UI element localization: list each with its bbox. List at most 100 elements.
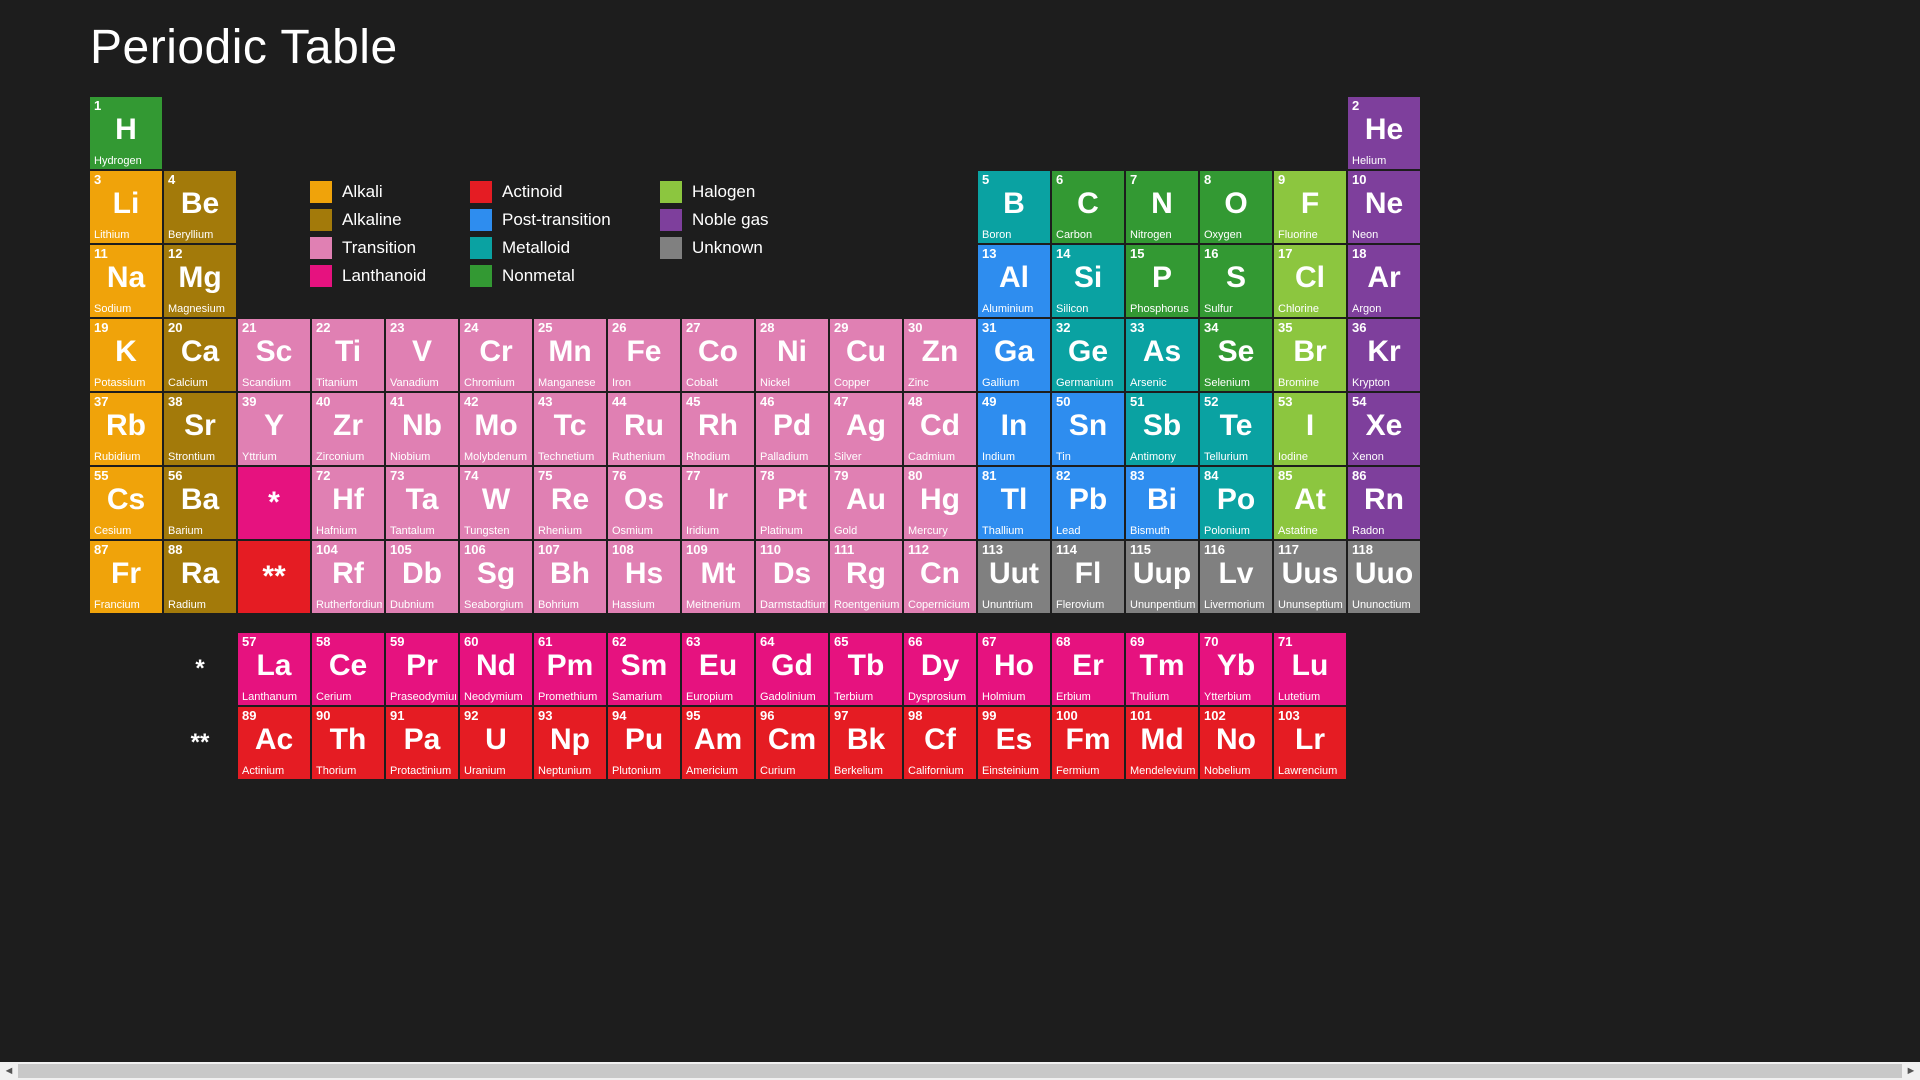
element-C[interactable]: 6CCarbon xyxy=(1052,171,1124,243)
element-Ce[interactable]: 58CeCerium xyxy=(312,633,384,705)
element-H[interactable]: 1HHydrogen xyxy=(90,97,162,169)
element-No[interactable]: 102NoNobelium xyxy=(1200,707,1272,779)
element-Pr[interactable]: 59PrPraseodymium xyxy=(386,633,458,705)
element-Fm[interactable]: 100FmFermium xyxy=(1052,707,1124,779)
element-Dy[interactable]: 66DyDysprosium xyxy=(904,633,976,705)
scroll-left-button[interactable]: ◄ xyxy=(0,1062,18,1080)
element-Mn[interactable]: 25MnManganese xyxy=(534,319,606,391)
element-Md[interactable]: 101MdMendelevium xyxy=(1126,707,1198,779)
element-Fe[interactable]: 26FeIron xyxy=(608,319,680,391)
element-Tb[interactable]: 65TbTerbium xyxy=(830,633,902,705)
element-Kr[interactable]: 36KrKrypton xyxy=(1348,319,1420,391)
horizontal-scrollbar[interactable]: ◄ ► xyxy=(0,1062,1920,1080)
element-O[interactable]: 8OOxygen xyxy=(1200,171,1272,243)
element-Zr[interactable]: 40ZrZirconium xyxy=(312,393,384,465)
element-Rg[interactable]: 111RgRoentgenium xyxy=(830,541,902,613)
element-Rf[interactable]: 104RfRutherfordium xyxy=(312,541,384,613)
element-Ge[interactable]: 32GeGermanium xyxy=(1052,319,1124,391)
element-P[interactable]: 15PPhosphorus xyxy=(1126,245,1198,317)
element-Pd[interactable]: 46PdPalladium xyxy=(756,393,828,465)
element-Ca[interactable]: 20CaCalcium xyxy=(164,319,236,391)
element-La[interactable]: 57LaLanthanum xyxy=(238,633,310,705)
element-Sr[interactable]: 38SrStrontium xyxy=(164,393,236,465)
element-Pu[interactable]: 94PuPlutonium xyxy=(608,707,680,779)
element-Pm[interactable]: 61PmPromethium xyxy=(534,633,606,705)
element-I[interactable]: 53IIodine xyxy=(1274,393,1346,465)
element-Tc[interactable]: 43TcTechnetium xyxy=(534,393,606,465)
element-Gd[interactable]: 64GdGadolinium xyxy=(756,633,828,705)
scrollbar-track[interactable] xyxy=(18,1062,1902,1080)
element-Sm[interactable]: 62SmSamarium xyxy=(608,633,680,705)
element-He[interactable]: 2HeHelium xyxy=(1348,97,1420,169)
element-Eu[interactable]: 63EuEuropium xyxy=(682,633,754,705)
element-Pt[interactable]: 78PtPlatinum xyxy=(756,467,828,539)
element-Bi[interactable]: 83BiBismuth xyxy=(1126,467,1198,539)
element-Fl[interactable]: 114FlFlerovium xyxy=(1052,541,1124,613)
element-Se[interactable]: 34SeSelenium xyxy=(1200,319,1272,391)
element-K[interactable]: 19KPotassium xyxy=(90,319,162,391)
element-Rn[interactable]: 86RnRadon xyxy=(1348,467,1420,539)
element-Th[interactable]: 90ThThorium xyxy=(312,707,384,779)
element-B[interactable]: 5BBoron xyxy=(978,171,1050,243)
element-Xe[interactable]: 54XeXenon xyxy=(1348,393,1420,465)
scroll-right-button[interactable]: ► xyxy=(1902,1062,1920,1080)
element-Pa[interactable]: 91PaProtactinium xyxy=(386,707,458,779)
element-S[interactable]: 16SSulfur xyxy=(1200,245,1272,317)
element-Ag[interactable]: 47AgSilver xyxy=(830,393,902,465)
element-Tm[interactable]: 69TmThulium xyxy=(1126,633,1198,705)
element-Be[interactable]: 4BeBeryllium xyxy=(164,171,236,243)
element-Os[interactable]: 76OsOsmium xyxy=(608,467,680,539)
element-W[interactable]: 74WTungsten xyxy=(460,467,532,539)
element-Co[interactable]: 27CoCobalt xyxy=(682,319,754,391)
placeholder-star[interactable]: * xyxy=(238,467,310,539)
element-Al[interactable]: 13AlAluminium xyxy=(978,245,1050,317)
element-Ra[interactable]: 88RaRadium xyxy=(164,541,236,613)
element-Uut[interactable]: 113UutUnuntrium xyxy=(978,541,1050,613)
element-Bh[interactable]: 107BhBohrium xyxy=(534,541,606,613)
element-Ds[interactable]: 110DsDarmstadtium xyxy=(756,541,828,613)
element-Br[interactable]: 35BrBromine xyxy=(1274,319,1346,391)
element-Ho[interactable]: 67HoHolmium xyxy=(978,633,1050,705)
element-Am[interactable]: 95AmAmericium xyxy=(682,707,754,779)
element-Fr[interactable]: 87FrFrancium xyxy=(90,541,162,613)
element-Pb[interactable]: 82PbLead xyxy=(1052,467,1124,539)
element-Rh[interactable]: 45RhRhodium xyxy=(682,393,754,465)
element-Po[interactable]: 84PoPolonium xyxy=(1200,467,1272,539)
element-Zn[interactable]: 30ZnZinc xyxy=(904,319,976,391)
element-Ga[interactable]: 31GaGallium xyxy=(978,319,1050,391)
element-Cu[interactable]: 29CuCopper xyxy=(830,319,902,391)
element-U[interactable]: 92UUranium xyxy=(460,707,532,779)
element-Cr[interactable]: 24CrChromium xyxy=(460,319,532,391)
element-Au[interactable]: 79AuGold xyxy=(830,467,902,539)
element-Sc[interactable]: 21ScScandium xyxy=(238,319,310,391)
element-Uup[interactable]: 115UupUnunpentium xyxy=(1126,541,1198,613)
element-Cm[interactable]: 96CmCurium xyxy=(756,707,828,779)
element-In[interactable]: 49InIndium xyxy=(978,393,1050,465)
element-Es[interactable]: 99EsEinsteinium xyxy=(978,707,1050,779)
element-Si[interactable]: 14SiSilicon xyxy=(1052,245,1124,317)
element-Rb[interactable]: 37RbRubidium xyxy=(90,393,162,465)
element-Hf[interactable]: 72HfHafnium xyxy=(312,467,384,539)
element-As[interactable]: 33AsArsenic xyxy=(1126,319,1198,391)
element-Ba[interactable]: 56BaBarium xyxy=(164,467,236,539)
element-Uuo[interactable]: 118UuoUnunoctium xyxy=(1348,541,1420,613)
element-Sg[interactable]: 106SgSeaborgium xyxy=(460,541,532,613)
element-Ta[interactable]: 73TaTantalum xyxy=(386,467,458,539)
element-Yb[interactable]: 70YbYtterbium xyxy=(1200,633,1272,705)
element-Ni[interactable]: 28NiNickel xyxy=(756,319,828,391)
element-Ne[interactable]: 10NeNeon xyxy=(1348,171,1420,243)
element-Cl[interactable]: 17ClChlorine xyxy=(1274,245,1346,317)
element-Sb[interactable]: 51SbAntimony xyxy=(1126,393,1198,465)
element-Ti[interactable]: 22TiTitanium xyxy=(312,319,384,391)
element-Ru[interactable]: 44RuRuthenium xyxy=(608,393,680,465)
element-Ir[interactable]: 77IrIridium xyxy=(682,467,754,539)
element-Db[interactable]: 105DbDubnium xyxy=(386,541,458,613)
element-Uus[interactable]: 117UusUnunseptium xyxy=(1274,541,1346,613)
element-Mg[interactable]: 12MgMagnesium xyxy=(164,245,236,317)
element-V[interactable]: 23VVanadium xyxy=(386,319,458,391)
element-Ac[interactable]: 89AcActinium xyxy=(238,707,310,779)
element-Lu[interactable]: 71LuLutetium xyxy=(1274,633,1346,705)
element-Y[interactable]: 39YYttrium xyxy=(238,393,310,465)
element-Tl[interactable]: 81TlThallium xyxy=(978,467,1050,539)
element-Cs[interactable]: 55CsCesium xyxy=(90,467,162,539)
